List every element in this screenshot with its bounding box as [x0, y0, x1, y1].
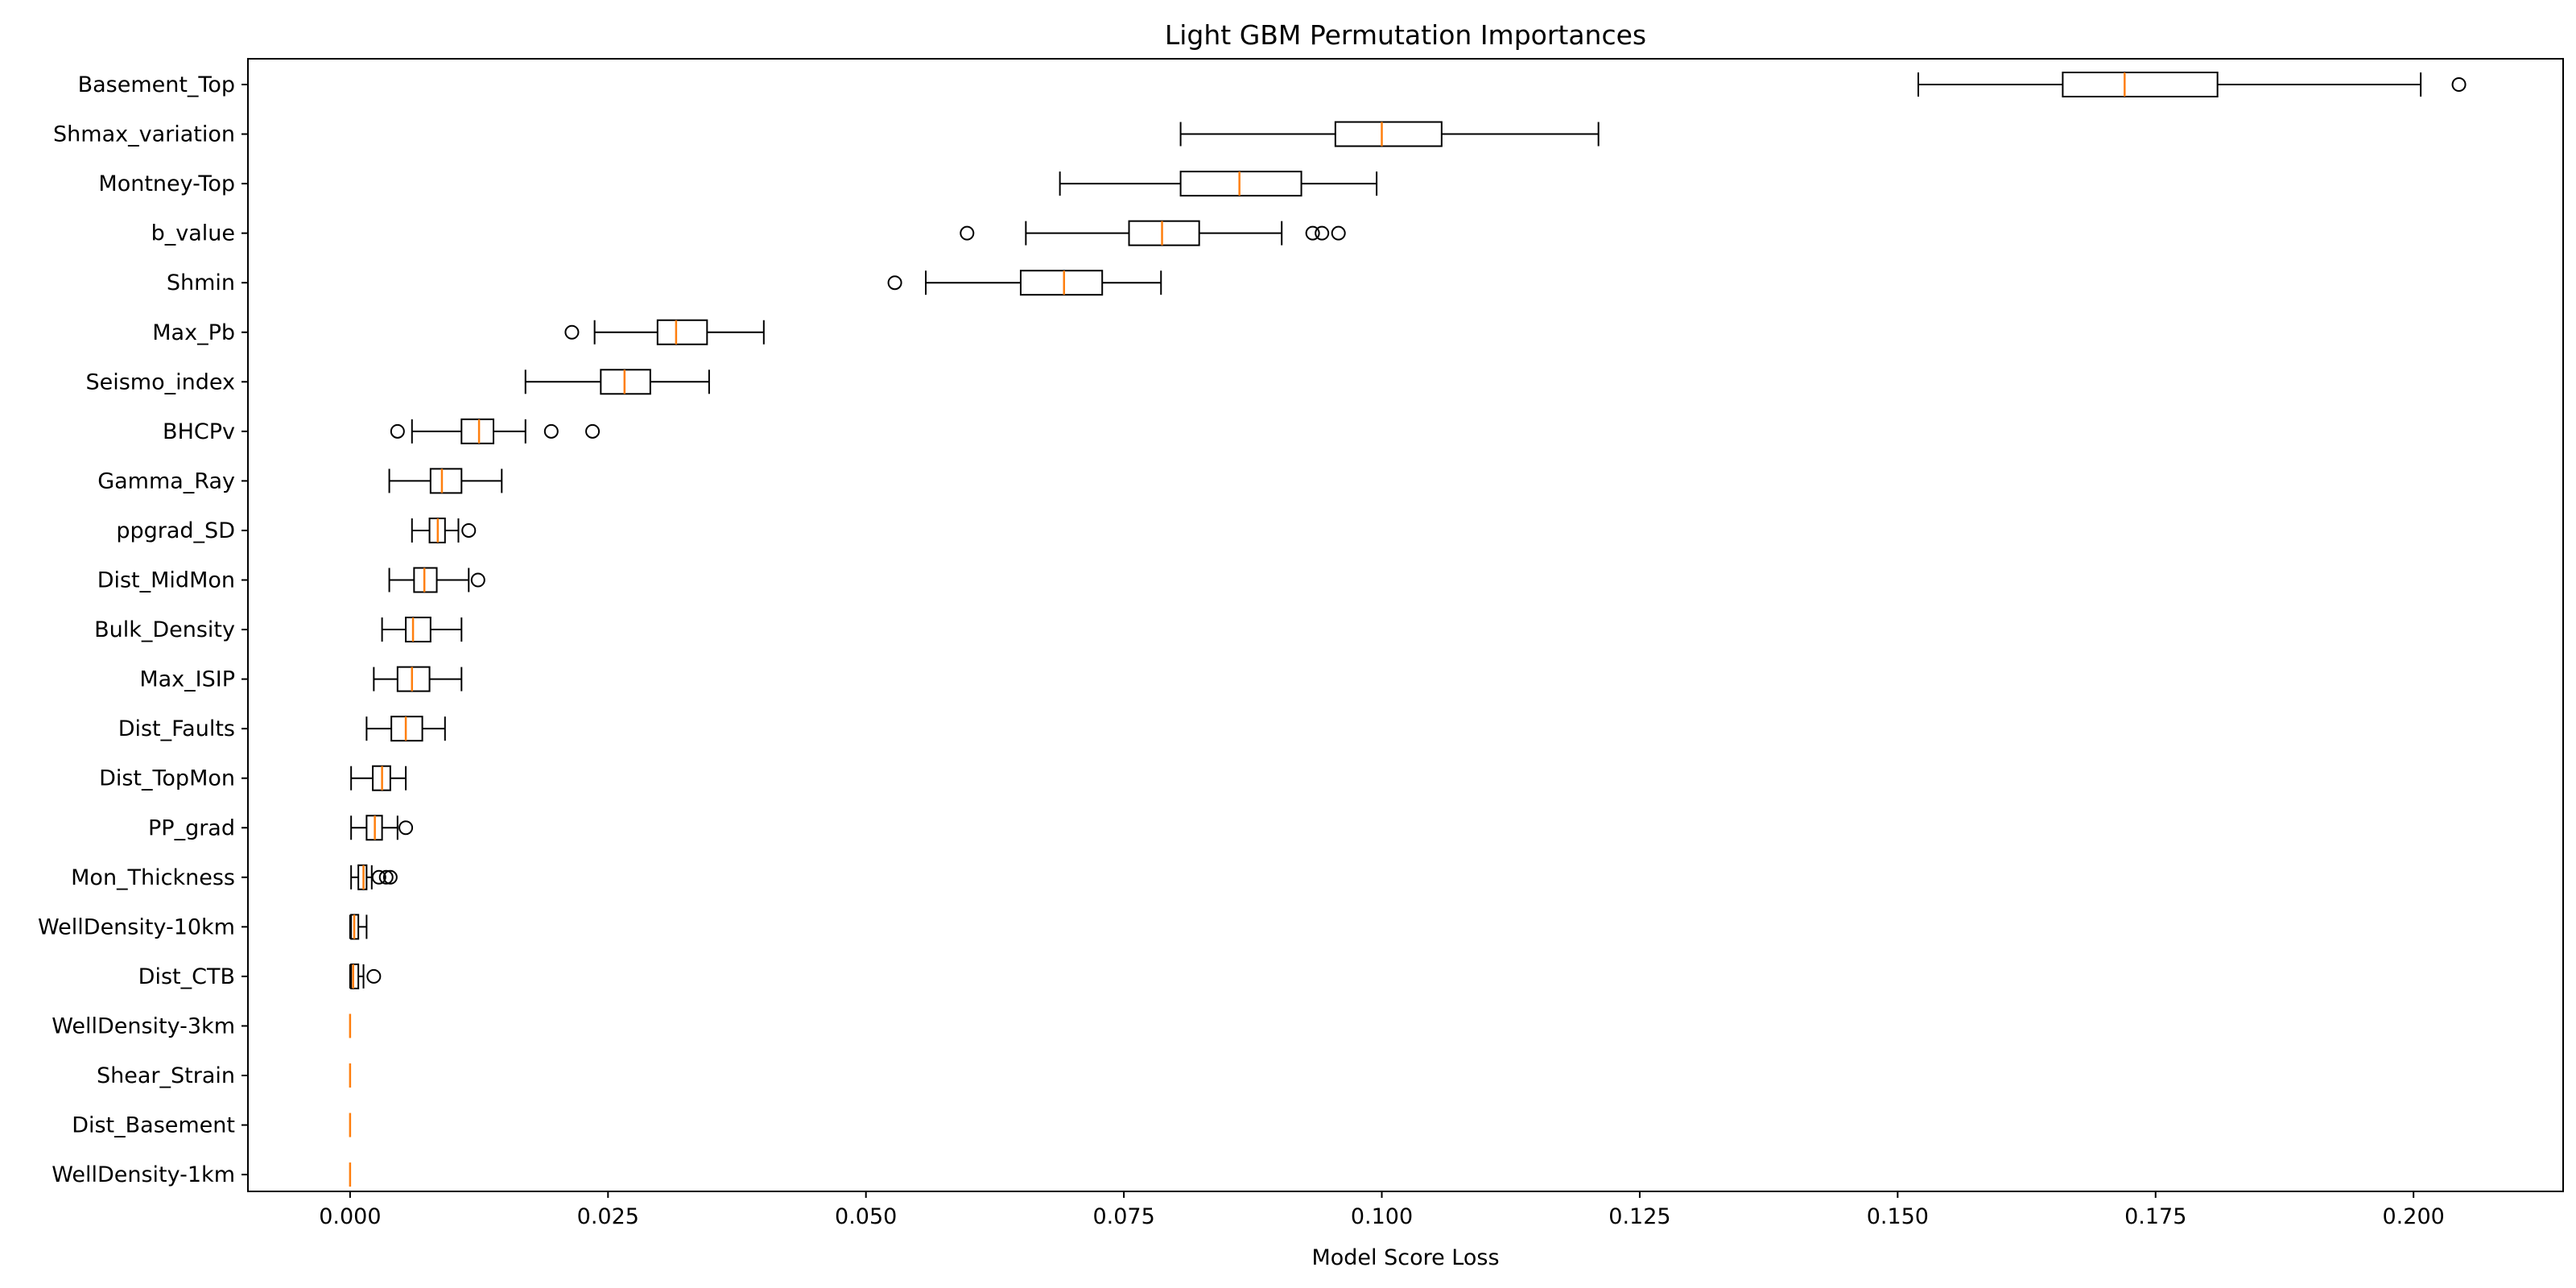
outlier-point: [2451, 77, 2467, 92]
y-tick-label: WellDensity-1km: [52, 1162, 235, 1187]
iqr-box: [413, 567, 438, 593]
iqr-box: [390, 716, 423, 742]
y-tick-label: b_value: [151, 221, 235, 246]
outlier-point: [390, 423, 405, 439]
iqr-box: [2062, 72, 2219, 97]
x-tick-label: 0.000: [319, 1204, 381, 1229]
iqr-box: [350, 963, 360, 989]
outlier-point: [371, 869, 386, 885]
box-bhcpv: [390, 418, 601, 444]
x-tick-label: 0.075: [1092, 1204, 1154, 1229]
y-tick-label: Max_Pb: [152, 320, 235, 345]
y-tick-label: Dist_Basement: [72, 1113, 235, 1138]
iqr-box: [1019, 270, 1104, 296]
outlier-point: [1305, 225, 1320, 241]
x-tick-label: 0.050: [835, 1204, 897, 1229]
outlier-point: [378, 869, 394, 885]
outlier-point: [585, 423, 601, 439]
outlier-point: [398, 820, 414, 836]
box-welldensity-10km: [349, 914, 368, 940]
y-tick-label: PP_grad: [148, 815, 235, 840]
iqr-box: [460, 418, 495, 444]
x-axis-label: Model Score Loss: [1311, 1245, 1499, 1270]
x-tick-label: 0.100: [1351, 1204, 1413, 1229]
box-ppgrad-sd: [411, 517, 477, 543]
chart-title: Light GBM Permutation Importances: [1165, 19, 1646, 51]
iqr-box: [1179, 171, 1302, 197]
y-tick-label: Seismo_index: [85, 369, 235, 394]
y-tick-label: BHCPv: [163, 419, 235, 444]
iqr-box: [396, 666, 431, 692]
x-tick-label: 0.175: [2124, 1204, 2186, 1229]
outlier-point: [461, 522, 477, 538]
iqr-box: [656, 319, 708, 345]
y-tick-label: Mon_Thickness: [71, 865, 235, 890]
y-tick-label: Bulk_Density: [94, 617, 235, 642]
outlier-point: [470, 572, 485, 588]
box-dist-ctb: [349, 963, 382, 989]
y-tick-label: WellDensity-10km: [38, 914, 235, 939]
box-dist-midmon: [388, 567, 485, 593]
box-max-isip: [373, 666, 463, 692]
iqr-box: [429, 468, 463, 494]
box-mon-thickness: [350, 864, 398, 890]
y-tick-label: WellDensity-3km: [52, 1013, 235, 1038]
y-tick-label: Shmin: [167, 270, 235, 295]
box-dist-faults: [365, 716, 446, 742]
box-shmin: [887, 270, 1162, 296]
box-montney-top: [1059, 171, 1378, 197]
outlier-point: [1331, 225, 1346, 241]
box-seismo-index: [524, 369, 710, 395]
box-bulk-density: [381, 617, 463, 643]
y-tick-label: Gamma_Ray: [97, 469, 235, 493]
box-max-pb: [564, 319, 765, 345]
y-tick-label: Montney-Top: [98, 171, 235, 196]
iqr-box: [357, 864, 368, 890]
y-tick-label: Dist_MidMon: [97, 568, 235, 593]
x-tick-label: 0.200: [2383, 1204, 2445, 1229]
x-tick-label: 0.150: [1867, 1204, 1929, 1229]
x-tick-label: 0.025: [577, 1204, 639, 1229]
outlier-point: [960, 225, 975, 241]
iqr-box: [1128, 220, 1200, 246]
box-pp-grad: [350, 815, 414, 841]
outlier-point: [382, 869, 398, 885]
y-tick-label: Dist_Faults: [118, 716, 235, 741]
outlier-point: [543, 423, 559, 439]
y-tick-label: Dist_TopMon: [99, 766, 235, 791]
outlier-point: [887, 275, 902, 291]
x-tick-label: 0.125: [1608, 1204, 1670, 1229]
iqr-box: [1334, 121, 1443, 147]
y-tick-label: Shear_Strain: [97, 1063, 235, 1088]
outlier-point: [366, 968, 382, 984]
y-axis: Basement_Top Shmax_variation Montney-Top b_…: [38, 72, 248, 1187]
plot-marks: [349, 72, 2467, 1187]
box-basement-top: [1917, 72, 2467, 97]
box-dist-topmon: [350, 765, 407, 791]
outlier-point: [564, 324, 580, 340]
iqr-box: [600, 369, 651, 395]
y-tick-label: Basement_Top: [78, 72, 235, 97]
y-tick-label: Shmax_variation: [53, 122, 235, 147]
x-axis: 0.000 0.025 0.050 0.075 0.100 0.125 0.150 0.175…: [319, 1191, 2445, 1229]
box-gamma-ray: [388, 468, 503, 494]
y-tick-label: Max_ISIP: [139, 667, 235, 692]
box-shmax-variation: [1179, 121, 1600, 147]
y-tick-label: ppgrad_SD: [116, 518, 235, 543]
outlier-point: [1315, 225, 1330, 241]
plot-frame: [247, 58, 2564, 1192]
y-tick-label: Dist_CTB: [138, 964, 235, 989]
iqr-box: [405, 617, 431, 643]
box-b-value: [960, 220, 1346, 246]
